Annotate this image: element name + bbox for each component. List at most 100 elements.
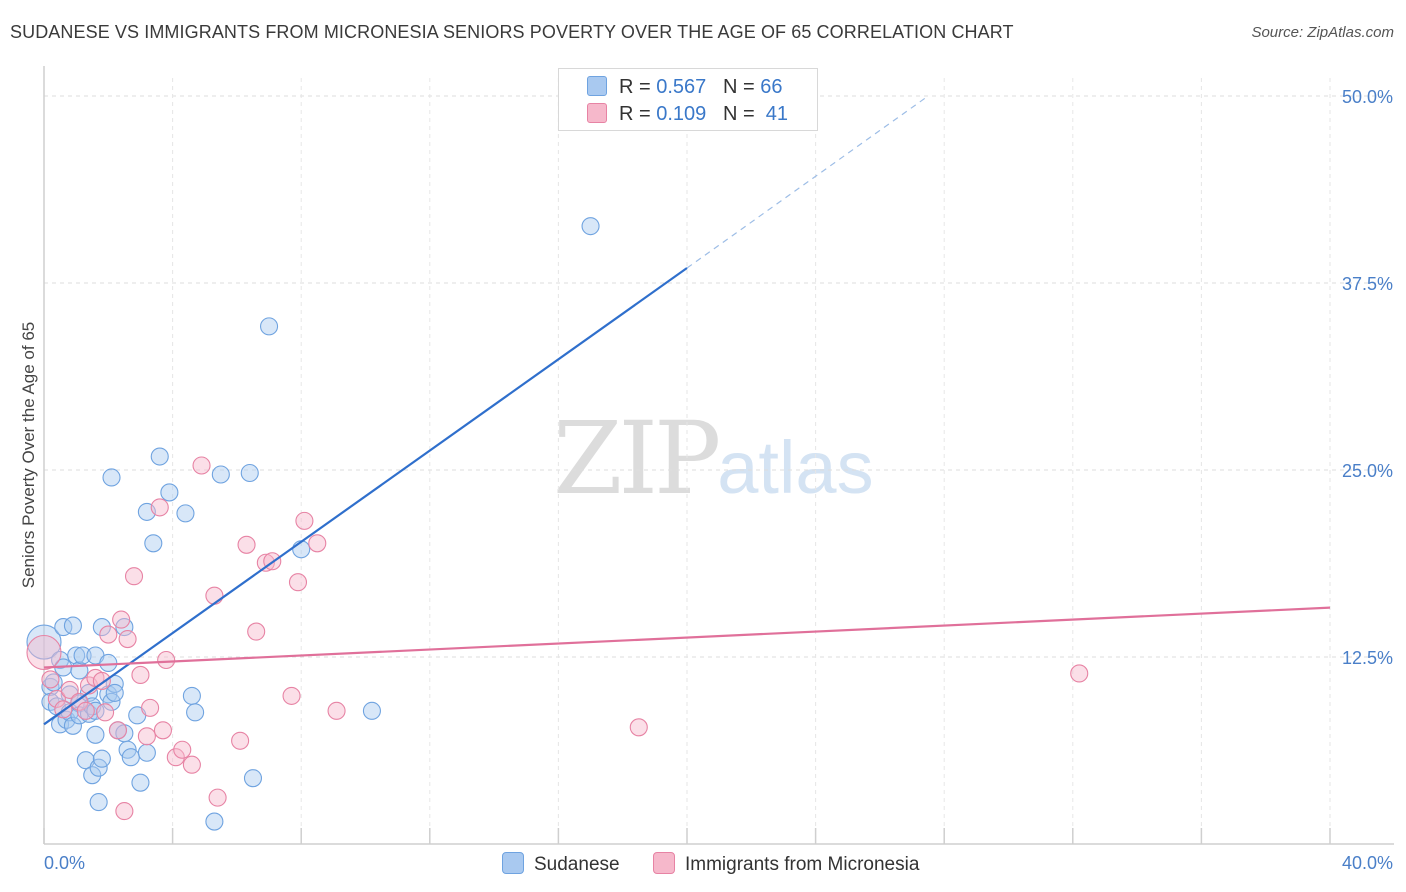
legend-swatch-sudanese [587,76,607,96]
point-micronesia-25 [182,755,201,774]
point-micronesia-12 [108,721,127,740]
point-sudanese-23 [83,766,102,785]
legend-r-value-micronesia: 0.109 [656,103,707,125]
series-swatch-sudanese [502,852,524,874]
point-sudanese-28 [89,793,108,812]
y-axis-label: Seniors Poverty Over the Age of 65 [19,322,38,588]
point-sudanese-59 [581,217,600,236]
point-micronesia-4 [60,680,79,699]
point-micronesia-34 [282,686,301,705]
legend-n-value-sudanese: 66 [760,76,783,98]
point-sudanese-57 [292,540,311,559]
point-sudanese-56 [259,317,279,336]
point-micronesia-21 [153,721,173,740]
y-tick-label-2: 37.5% [1342,274,1393,294]
point-micronesia-0 [26,634,62,671]
point-sudanese-46 [144,534,163,553]
series-swatch-micronesia [653,852,675,874]
point-sudanese-47 [150,447,169,466]
legend-row-micronesia: R = 0.109 N = 41 [587,103,788,127]
point-sudanese-51 [186,703,205,722]
point-sudanese-36 [105,683,124,702]
point-micronesia-16 [124,567,144,586]
y-tick-label-1: 25.0% [1342,461,1393,481]
point-micronesia-17 [131,665,150,685]
data-points [26,217,1089,831]
point-micronesia-11 [99,625,118,644]
point-micronesia-30 [237,535,256,554]
point-micronesia-2 [47,689,66,708]
point-sudanese-30 [92,749,111,768]
point-sudanese-0 [26,624,62,660]
point-micronesia-13 [112,610,131,629]
point-sudanese-12 [63,716,82,735]
axes [43,66,1394,845]
point-micronesia-32 [256,553,275,572]
point-sudanese-54 [240,463,259,483]
tick-labels: 12.5% 25.0% 37.5% 50.0% 0.0% 40.0% [44,87,1393,873]
point-micronesia-40 [1070,664,1089,683]
series-legend-micronesia[interactable]: Immigrants from Micronesia [653,852,919,876]
point-micronesia-6 [76,701,95,720]
point-micronesia-26 [192,456,211,475]
point-micronesia-35 [288,573,308,592]
point-sudanese-52 [205,812,224,831]
point-sudanese-41 [121,748,140,767]
point-sudanese-29 [92,618,111,637]
point-sudanese-53 [211,465,230,484]
point-sudanese-25 [86,725,105,744]
point-micronesia-38 [327,701,346,720]
legend-r-value-sudanese: 0.567 [656,76,707,98]
point-micronesia-15 [118,629,137,649]
point-sudanese-48 [160,483,179,502]
point-micronesia-14 [115,802,134,821]
point-sudanese-13 [63,616,82,635]
watermark-atlas: atlas [717,426,874,509]
trend-lines [43,95,1331,726]
trendline-micronesia [43,606,1331,669]
legend-n-value-micronesia: 41 [765,103,789,125]
point-sudanese-45 [137,743,156,762]
point-sudanese-14 [67,646,86,665]
correlation-legend: R = 0.567 N = 66 R = 0.109 N = 41 [558,68,818,131]
watermark: ZIPatlas [553,400,874,517]
series-legend-sudanese[interactable]: Sudanese [502,852,620,876]
point-micronesia-36 [295,511,314,530]
point-micronesia-5 [70,692,89,711]
point-micronesia-31 [247,622,266,641]
grid-lines [44,78,1394,844]
point-sudanese-43 [131,773,150,792]
y-tick-label-3: 50.0% [1342,87,1393,107]
point-micronesia-39 [629,718,648,737]
point-micronesia-1 [41,670,60,689]
source-label: Source: ZipAtlas.com [1251,24,1394,41]
point-micronesia-22 [157,650,176,670]
trendline-sudanese-extension [686,95,929,269]
series-legend: Sudanese Immigrants from Micronesia [0,852,1406,878]
point-sudanese-58 [362,701,381,720]
legend-swatch-micronesia [587,103,607,123]
point-sudanese-18 [73,646,92,665]
point-sudanese-31 [99,653,118,673]
point-micronesia-24 [173,740,192,759]
point-sudanese-7 [54,618,73,637]
point-sudanese-49 [176,504,195,523]
point-micronesia-18 [137,727,156,746]
point-sudanese-55 [243,769,263,788]
point-micronesia-23 [166,748,185,767]
x-tick-label-0: 0.0% [44,853,85,873]
point-micronesia-37 [308,534,327,553]
point-micronesia-28 [208,788,227,807]
point-sudanese-24 [86,701,105,720]
point-micronesia-27 [205,586,224,605]
legend-row-sudanese: R = 0.567 N = 66 [587,76,782,100]
point-sudanese-50 [182,686,201,705]
y-tick-label-0: 12.5% [1342,648,1393,668]
point-micronesia-10 [96,703,115,722]
point-sudanese-34 [102,468,121,487]
watermark-zip: ZIP [553,400,721,517]
point-micronesia-20 [150,498,169,517]
point-micronesia-29 [231,731,250,750]
chart-title: SUDANESE VS IMMIGRANTS FROM MICRONESIA S… [10,22,1014,42]
